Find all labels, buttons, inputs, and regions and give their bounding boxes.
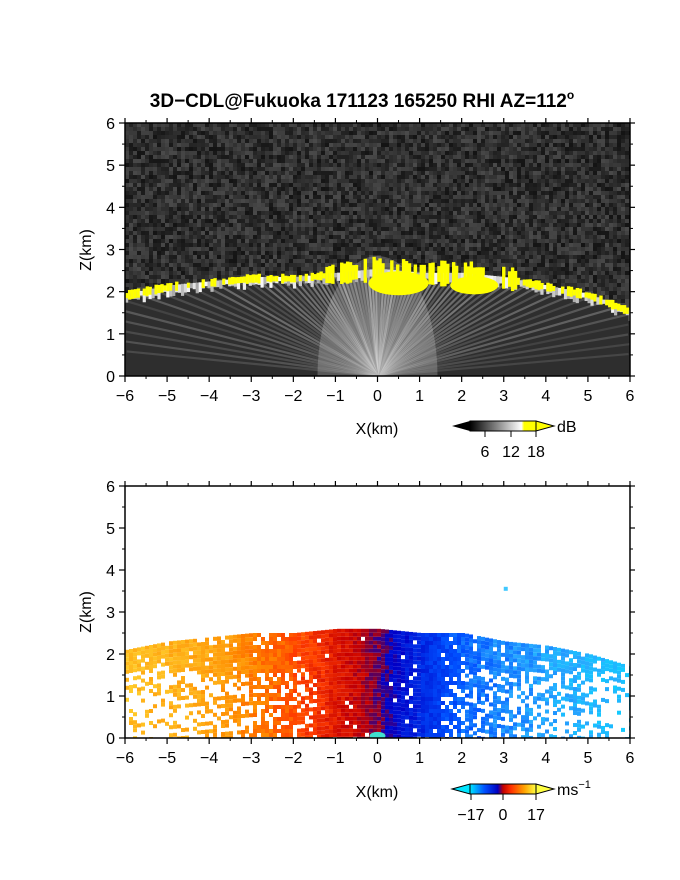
velocity-colorbar-tick-2: 17 xyxy=(527,807,545,824)
x-tick-label-2-0: −6 xyxy=(116,750,134,767)
velocity-field xyxy=(125,586,630,738)
backscatter-cloud xyxy=(125,256,630,321)
x-tick-label-2-11: 5 xyxy=(583,750,592,767)
backscatter-colorbar-unit: dB xyxy=(557,419,577,436)
x-tick-label-1-6: 0 xyxy=(373,388,382,405)
backscatter-noise xyxy=(125,123,630,376)
x-tick-label-1-11: 5 xyxy=(583,388,592,405)
x-tick-label-2-3: −3 xyxy=(242,750,260,767)
y-tick-label-2-4: 4 xyxy=(106,563,115,580)
x-tick-label-2-8: 2 xyxy=(457,750,466,767)
velocity-colorbar-unit: ms−1 xyxy=(557,779,591,799)
backscatter-y-ticks: 0 1 2 3 4 5 6 xyxy=(106,116,635,386)
backscatter-x-label: X(km) xyxy=(356,421,399,438)
x-tick-label-1-3: −3 xyxy=(242,388,260,405)
x-tick-label-1-10: 4 xyxy=(541,388,550,405)
velocity-colorbar-tick-0: −17 xyxy=(457,807,484,824)
y-tick-label-2-2: 2 xyxy=(106,647,115,664)
figure-title: 3D−CDL@Fukuoka 171123 165250 RHI AZ=112o xyxy=(150,88,574,112)
x-tick-label-2-2: −4 xyxy=(200,750,218,767)
x-tick-label-2-1: −5 xyxy=(158,750,176,767)
y-tick-label-2-1: 1 xyxy=(106,689,115,706)
velocity-x-ticks: −6 −5 −4 −3 −2 −1 0 1 2 3 4 5 6 xyxy=(116,481,635,767)
y-tick-label-1-0: 0 xyxy=(106,369,115,386)
x-tick-label-1-7: 1 xyxy=(415,388,424,405)
backscatter-colorbar-tick-2: 18 xyxy=(527,444,545,461)
backscatter-colorbar: 6 12 18 dB xyxy=(452,419,577,461)
x-tick-label-2-10: 4 xyxy=(541,750,550,767)
x-tick-label-1-5: −1 xyxy=(326,388,344,405)
velocity-y-label: Z(km) xyxy=(78,591,95,633)
y-tick-label-2-3: 3 xyxy=(106,605,115,622)
y-tick-label-2-0: 0 xyxy=(106,731,115,748)
degree-superscript: o xyxy=(567,88,574,102)
velocity-x-label: X(km) xyxy=(356,784,399,801)
x-tick-label-1-12: 6 xyxy=(626,388,635,405)
x-tick-label-1-8: 2 xyxy=(457,388,466,405)
backscatter-x-ticks: −6 −5 −4 −3 −2 −1 0 1 2 3 4 5 6 xyxy=(116,118,635,405)
velocity-y-ticks: 0 1 2 3 4 5 6 xyxy=(106,479,635,748)
backscatter-y-label: Z(km) xyxy=(78,229,95,271)
y-tick-label-1-6: 6 xyxy=(106,116,115,133)
y-tick-label-2-5: 5 xyxy=(106,521,115,538)
x-tick-label-2-7: 1 xyxy=(415,750,424,767)
x-tick-label-2-12: 6 xyxy=(626,750,635,767)
velocity-colorbar-tick-1: 0 xyxy=(499,807,508,824)
y-tick-label-1-1: 1 xyxy=(106,327,115,344)
backscatter-rays xyxy=(125,256,630,376)
y-tick-label-1-3: 3 xyxy=(106,243,115,260)
backscatter-colorbar-tick-1: 12 xyxy=(502,444,520,461)
y-tick-label-1-5: 5 xyxy=(106,158,115,175)
x-tick-label-2-9: 3 xyxy=(499,750,508,767)
y-tick-label-1-2: 2 xyxy=(106,285,115,302)
x-tick-label-1-9: 3 xyxy=(499,388,508,405)
backscatter-colorbar-tick-0: 6 xyxy=(481,444,490,461)
x-tick-label-1-1: −5 xyxy=(158,388,176,405)
x-tick-label-1-0: −6 xyxy=(116,388,134,405)
x-tick-label-2-6: 0 xyxy=(373,750,382,767)
x-tick-label-2-4: −2 xyxy=(284,750,302,767)
x-tick-label-1-4: −2 xyxy=(284,388,302,405)
velocity-colorbar: −17 0 17 ms−1 xyxy=(450,779,591,824)
x-tick-label-2-5: −1 xyxy=(326,750,344,767)
y-tick-label-1-4: 4 xyxy=(106,200,115,217)
x-tick-label-1-2: −4 xyxy=(200,388,218,405)
y-tick-label-2-6: 6 xyxy=(106,479,115,496)
